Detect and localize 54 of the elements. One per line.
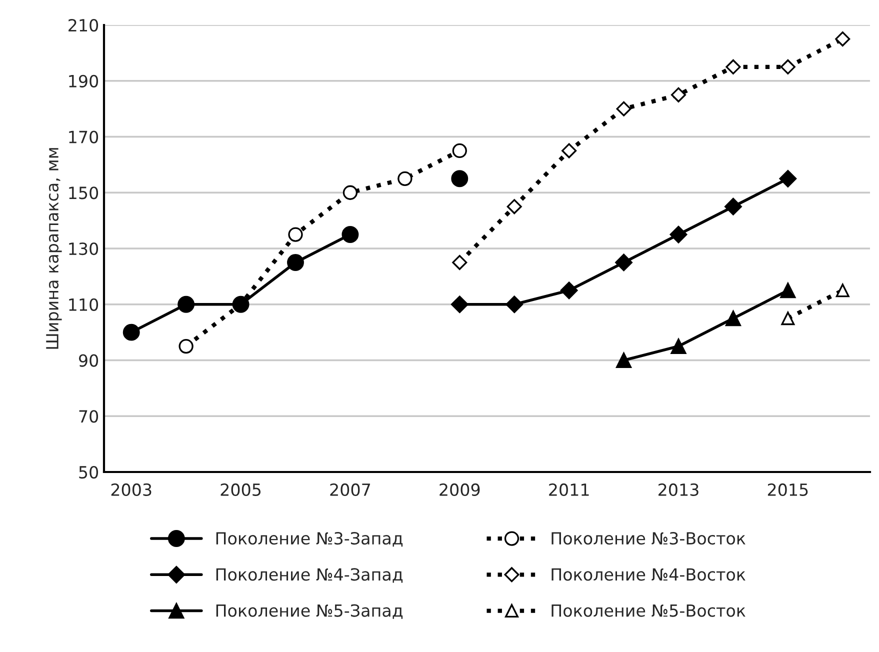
x-tick-label: 2005: [220, 483, 261, 496]
point: [342, 185, 358, 200]
point: [122, 324, 140, 341]
point: [451, 170, 468, 188]
point: [616, 101, 632, 116]
point: [562, 143, 577, 158]
x-tick-label: 2009: [440, 483, 480, 496]
y-tick-label: 50: [79, 466, 98, 479]
y-tick-label: 210: [68, 18, 98, 32]
point: [398, 171, 412, 186]
y-axis-title: Ширина карапакса, мм: [46, 148, 62, 349]
y-tick-label: 70: [79, 410, 98, 423]
point: [287, 254, 304, 271]
x-tick-label: 2011: [549, 483, 589, 496]
x-tick-label: 2007: [330, 483, 370, 496]
point: [178, 296, 195, 313]
legend-label: Поколение №4-Запад: [216, 568, 403, 583]
point: [779, 170, 797, 188]
y-tick-label: 90: [78, 354, 98, 367]
point: [452, 143, 467, 158]
point: [452, 254, 468, 270]
point: [342, 226, 359, 244]
point: [560, 282, 578, 300]
point: [288, 227, 303, 242]
point: [670, 226, 688, 244]
point: [725, 310, 741, 326]
point: [835, 31, 850, 46]
legend-label: Поколение №5-Запад: [216, 604, 403, 619]
point: [670, 338, 686, 354]
y-tick-label: 130: [69, 242, 98, 256]
point: [780, 282, 796, 298]
point: [506, 296, 524, 314]
point: [616, 352, 632, 368]
legend-label: Поколение №3-Запад: [216, 532, 403, 547]
legend-label: Поколение №5-Восток: [552, 604, 746, 617]
point: [780, 59, 796, 74]
y-tick-label: 150: [69, 186, 98, 200]
x-tick-label: 2003: [111, 483, 152, 496]
point: [724, 198, 742, 216]
point: [450, 296, 468, 314]
point: [615, 254, 632, 272]
y-tick-label: 170: [69, 130, 98, 144]
point: [781, 312, 795, 326]
x-tick-label: 2015: [768, 483, 808, 496]
legend-label: Поколение №4-Восток: [552, 568, 746, 581]
point: [506, 199, 522, 214]
x-tick-label: 2013: [658, 483, 698, 496]
point: [836, 284, 850, 298]
point: [670, 87, 686, 102]
y-tick-label: 190: [69, 74, 98, 88]
point: [178, 338, 194, 354]
y-tick-label: 110: [69, 298, 98, 311]
point: [726, 59, 741, 74]
legend-label: Поколение №3-Восток: [552, 532, 746, 545]
